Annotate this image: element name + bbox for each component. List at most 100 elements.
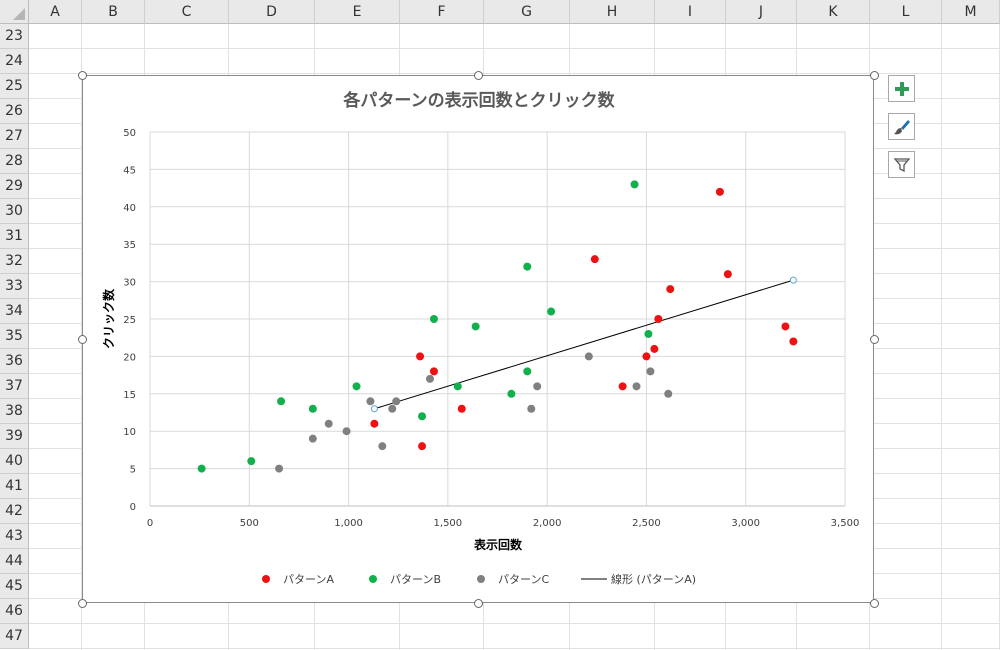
data-point-series-b[interactable] bbox=[277, 397, 285, 405]
trendline-endpoint[interactable] bbox=[790, 277, 796, 283]
data-point-series-c[interactable] bbox=[533, 382, 541, 390]
data-point-series-b[interactable] bbox=[631, 180, 639, 188]
resize-handle[interactable] bbox=[78, 599, 87, 608]
data-point-series-c[interactable] bbox=[527, 405, 535, 413]
column-header-j[interactable]: J bbox=[726, 0, 797, 24]
column-header-d[interactable]: D bbox=[229, 0, 315, 24]
row-header-25[interactable]: 25 bbox=[0, 74, 29, 99]
data-point-series-a[interactable] bbox=[591, 255, 599, 263]
data-point-series-b[interactable] bbox=[454, 382, 462, 390]
row-header-28[interactable]: 28 bbox=[0, 149, 29, 174]
data-point-series-a[interactable] bbox=[789, 337, 797, 345]
data-point-series-b[interactable] bbox=[353, 382, 361, 390]
row-header-27[interactable]: 27 bbox=[0, 124, 29, 149]
resize-handle[interactable] bbox=[78, 335, 87, 344]
data-point-series-c[interactable] bbox=[275, 465, 283, 473]
column-header-l[interactable]: L bbox=[870, 0, 942, 24]
row-header-40[interactable]: 40 bbox=[0, 449, 29, 474]
chart-filters-button[interactable] bbox=[888, 151, 915, 178]
data-point-series-c[interactable] bbox=[388, 405, 396, 413]
row-header-31[interactable]: 31 bbox=[0, 224, 29, 249]
data-point-series-c[interactable] bbox=[664, 390, 672, 398]
data-point-series-c[interactable] bbox=[366, 397, 374, 405]
column-header-i[interactable]: I bbox=[655, 0, 726, 24]
row-header-43[interactable]: 43 bbox=[0, 524, 29, 549]
data-point-series-b[interactable] bbox=[430, 315, 438, 323]
data-point-series-a[interactable] bbox=[666, 285, 674, 293]
column-header-e[interactable]: E bbox=[315, 0, 400, 24]
row-header-42[interactable]: 42 bbox=[0, 499, 29, 524]
data-point-series-c[interactable] bbox=[309, 435, 317, 443]
column-header-f[interactable]: F bbox=[400, 0, 484, 24]
data-point-series-a[interactable] bbox=[370, 420, 378, 428]
data-point-series-a[interactable] bbox=[619, 382, 627, 390]
column-header-c[interactable]: C bbox=[145, 0, 229, 24]
row-header-47[interactable]: 47 bbox=[0, 624, 29, 649]
data-point-series-a[interactable] bbox=[418, 442, 426, 450]
data-point-series-a[interactable] bbox=[781, 322, 789, 330]
data-point-series-a[interactable] bbox=[458, 405, 466, 413]
resize-handle[interactable] bbox=[78, 71, 87, 80]
chart-title[interactable]: 各パターンの表示回数とクリック数 bbox=[342, 90, 615, 111]
data-point-series-c[interactable] bbox=[646, 367, 654, 375]
resize-handle[interactable] bbox=[870, 335, 879, 344]
chart-object[interactable]: 0 500 1,000 1,500 2,000 2,500 3,000 3,500 0 5 10 1… bbox=[82, 75, 874, 603]
legend-item-series-a[interactable]: パターンA bbox=[262, 573, 334, 586]
data-point-series-c[interactable] bbox=[325, 420, 333, 428]
resize-handle[interactable] bbox=[870, 71, 879, 80]
chart-styles-button[interactable] bbox=[888, 113, 915, 140]
data-point-series-a[interactable] bbox=[416, 352, 424, 360]
row-header-38[interactable]: 38 bbox=[0, 399, 29, 424]
data-point-series-a[interactable] bbox=[724, 270, 732, 278]
data-point-series-b[interactable] bbox=[198, 465, 206, 473]
row-header-35[interactable]: 35 bbox=[0, 324, 29, 349]
data-point-series-c[interactable] bbox=[343, 427, 351, 435]
x-axis-title[interactable]: 表示回数 bbox=[473, 537, 523, 552]
row-header-37[interactable]: 37 bbox=[0, 374, 29, 399]
row-header-36[interactable]: 36 bbox=[0, 349, 29, 374]
data-point-series-a[interactable] bbox=[716, 188, 724, 196]
data-point-series-b[interactable] bbox=[644, 330, 652, 338]
row-header-41[interactable]: 41 bbox=[0, 474, 29, 499]
data-point-series-a[interactable] bbox=[642, 352, 650, 360]
data-point-series-c[interactable] bbox=[392, 397, 400, 405]
column-header-h[interactable]: H bbox=[570, 0, 655, 24]
scatter-chart[interactable]: 0 500 1,000 1,500 2,000 2,500 3,000 3,500 0 5 10 1… bbox=[83, 76, 875, 604]
row-header-45[interactable]: 45 bbox=[0, 574, 29, 599]
trendline-endpoint[interactable] bbox=[371, 406, 377, 412]
data-point-series-c[interactable] bbox=[585, 352, 593, 360]
data-point-series-b[interactable] bbox=[472, 322, 480, 330]
row-header-24[interactable]: 24 bbox=[0, 49, 29, 74]
resize-handle[interactable] bbox=[474, 599, 483, 608]
data-point-series-b[interactable] bbox=[523, 367, 531, 375]
row-header-46[interactable]: 46 bbox=[0, 599, 29, 624]
column-header-b[interactable]: B bbox=[82, 0, 145, 24]
legend-item-series-b[interactable]: パターンB bbox=[369, 573, 441, 586]
row-header-23[interactable]: 23 bbox=[0, 24, 29, 49]
column-header-g[interactable]: G bbox=[484, 0, 570, 24]
data-point-series-b[interactable] bbox=[507, 390, 515, 398]
select-all-corner[interactable] bbox=[0, 0, 29, 24]
legend-item-trendline[interactable]: 線形 (パターンA) bbox=[581, 572, 696, 586]
data-point-series-c[interactable] bbox=[633, 382, 641, 390]
data-point-series-b[interactable] bbox=[547, 308, 555, 316]
column-header-m[interactable]: M bbox=[942, 0, 1000, 24]
data-point-series-b[interactable] bbox=[523, 263, 531, 271]
row-header-29[interactable]: 29 bbox=[0, 174, 29, 199]
row-header-26[interactable]: 26 bbox=[0, 99, 29, 124]
resize-handle[interactable] bbox=[474, 71, 483, 80]
row-header-30[interactable]: 30 bbox=[0, 199, 29, 224]
column-header-k[interactable]: K bbox=[797, 0, 870, 24]
trendline-pattern-a[interactable] bbox=[374, 280, 793, 409]
data-point-series-c[interactable] bbox=[426, 375, 434, 383]
row-header-32[interactable]: 32 bbox=[0, 249, 29, 274]
resize-handle[interactable] bbox=[870, 599, 879, 608]
legend-item-series-c[interactable]: パターンC bbox=[477, 573, 549, 586]
data-point-series-b[interactable] bbox=[418, 412, 426, 420]
row-header-33[interactable]: 33 bbox=[0, 274, 29, 299]
row-header-44[interactable]: 44 bbox=[0, 549, 29, 574]
data-point-series-a[interactable] bbox=[650, 345, 658, 353]
data-point-series-b[interactable] bbox=[247, 457, 255, 465]
row-header-39[interactable]: 39 bbox=[0, 424, 29, 449]
column-header-a[interactable]: A bbox=[29, 0, 82, 24]
